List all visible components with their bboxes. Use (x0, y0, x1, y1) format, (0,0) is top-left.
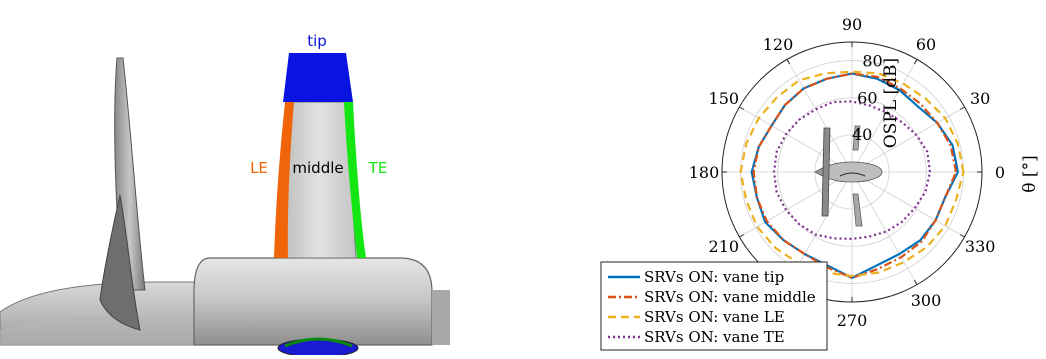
vane-le-strip (274, 102, 294, 258)
angular-tick-label: 270 (837, 311, 868, 330)
blade-root-fairing (99, 194, 141, 331)
angular-tick-mark (914, 59, 918, 64)
theta-axis-label: θ [°] (1020, 155, 1040, 192)
radial-tick-label: 40 (852, 125, 872, 144)
angular-tick-label: 90 (842, 15, 862, 34)
angular-tick-mark (739, 106, 744, 110)
tip-label: tip (307, 32, 327, 50)
angular-tick-mark (739, 234, 744, 238)
angular-grid-line (739, 106, 853, 173)
radial-tick-label: 60 (857, 88, 877, 107)
angular-tick-label: 0 (995, 163, 1005, 182)
r-axis-label: OSPL [dB] (881, 58, 901, 148)
angular-tick-label: 60 (916, 35, 936, 54)
angular-tick-label: 210 (709, 237, 740, 256)
te-label: TE (368, 159, 388, 177)
inset-vane-top (852, 125, 861, 151)
series-line (739, 70, 965, 278)
inset-nacelle (821, 161, 883, 183)
angular-tick-label: 330 (965, 237, 996, 256)
vane-te-strip (344, 102, 366, 258)
nacelle (193, 257, 433, 346)
polar-grid (721, 41, 983, 303)
legend: SRVs ON: vane tip SRVs ON: vane middle SRV… (600, 261, 828, 351)
polar-chart: 0306090120150180210240270300330406080 OS… (600, 15, 1040, 351)
aircraft-inset (814, 125, 883, 227)
series-line (752, 72, 958, 279)
angular-tick-label: 300 (911, 291, 942, 310)
inset-vane-bottom (852, 193, 863, 227)
angular-tick-label: 180 (689, 163, 720, 182)
legend-label: SRVs ON: vane tip (644, 268, 784, 286)
angular-tick-mark (914, 280, 918, 285)
series-line (772, 100, 932, 240)
angular-tick-label: 30 (970, 89, 990, 108)
radial-tick-label: 80 (862, 52, 882, 71)
angular-grid-line (739, 171, 853, 238)
legend-label: SRVs ON: vane TE (644, 328, 785, 346)
angular-grid-line (786, 59, 853, 173)
legend-label: SRVs ON: vane LE (644, 308, 785, 326)
angular-tick-mark (960, 234, 965, 238)
polar-series (739, 70, 965, 279)
angular-grid-line (851, 171, 918, 285)
le-label: LE (250, 159, 268, 177)
angular-tick-label: 150 (709, 89, 740, 108)
legend-label: SRVs ON: vane middle (644, 288, 816, 306)
inset-line (839, 172, 866, 177)
hub-band (284, 337, 353, 348)
middle-label: middle (292, 159, 343, 177)
angular-tick-mark (960, 106, 965, 110)
angular-grid-line (851, 59, 918, 173)
fuselage-shadow (0, 317, 200, 345)
nacelle-rear (432, 290, 450, 345)
angular-tick-mark (786, 59, 790, 64)
polar-chart-panel: 0306090120150180210240270300330406080 OS… (560, 0, 1046, 355)
vane-render-panel: tip LE middle TE (0, 0, 450, 358)
series-line (750, 72, 959, 279)
angular-grid-line (851, 171, 965, 238)
inset-blade (821, 127, 831, 217)
angular-tick-label: 120 (763, 35, 794, 54)
vane-middle (281, 101, 357, 259)
vane-tip-cap (283, 53, 353, 102)
spinner-hub (277, 338, 359, 358)
vane-render: tip LE middle TE (0, 32, 450, 358)
